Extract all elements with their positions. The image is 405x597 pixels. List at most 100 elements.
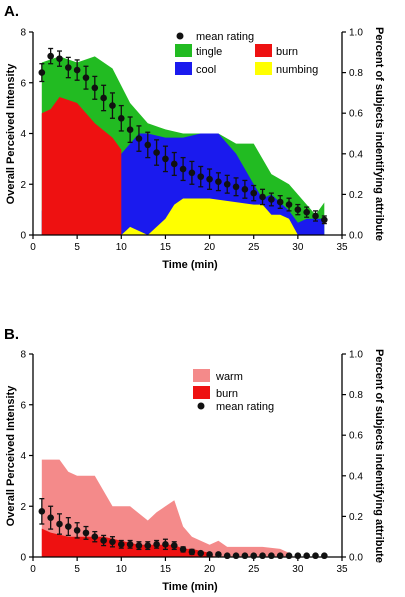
y-right-tick-label: 1.0 <box>349 28 363 39</box>
y-right-tick-label: 0.6 <box>349 431 363 442</box>
legend-burn-label-b: burn <box>216 388 238 400</box>
mean-rating-point <box>126 541 134 548</box>
mean-rating-point <box>276 198 284 206</box>
mean-rating-point <box>100 537 107 544</box>
mean-rating-point <box>259 552 266 560</box>
panel-a-y-right-title: Percent of subjects indentifying attribu… <box>373 27 385 241</box>
legend-tingle-label: tingle <box>196 46 222 58</box>
legend-burn-swatch-b <box>193 386 210 399</box>
mean-rating-point <box>259 193 266 201</box>
x-tick-label: 25 <box>248 564 260 575</box>
y-right-tick-label: 0.2 <box>349 512 363 523</box>
mean-rating-point <box>38 69 46 76</box>
mean-rating-point <box>285 552 293 560</box>
mean-rating-point <box>47 52 54 60</box>
mean-rating-point <box>144 141 152 149</box>
mean-rating-point <box>117 114 125 122</box>
mean-rating-point <box>91 84 99 92</box>
mean-rating-point <box>188 169 196 177</box>
mean-rating-point <box>91 533 99 540</box>
mean-rating-point <box>294 206 302 213</box>
panel-b-legend: warm burn mean rating <box>193 369 274 413</box>
mean-rating-point <box>117 541 125 548</box>
area-warm-b <box>41 459 294 557</box>
mean-rating-point <box>65 64 72 71</box>
mean-rating-point <box>65 523 72 530</box>
panel-a-plot: 0 5 10 15 20 25 30 35 0 2 4 6 8 0.0 0.2 0.4 0.6 0.8 1.0 <box>20 28 363 254</box>
panel-b-x-title: Time (min) <box>162 581 218 593</box>
mean-rating-point <box>82 529 90 537</box>
mean-rating-point <box>250 552 258 560</box>
mean-rating-point <box>179 165 187 173</box>
mean-rating-point <box>170 160 178 168</box>
x-tick-label: 20 <box>204 242 216 253</box>
mean-rating-point <box>56 55 63 62</box>
y-right-tick-label: 0.8 <box>349 390 363 401</box>
x-tick-label: 10 <box>116 242 128 253</box>
x-tick-label: 10 <box>116 564 128 575</box>
mean-rating-point <box>312 552 319 560</box>
panel-b-y-left-title: Overall Perceived Intensity <box>5 385 17 527</box>
x-tick-label: 0 <box>30 564 36 575</box>
area-numbing <box>41 198 298 235</box>
area-burn <box>41 97 122 235</box>
x-tick-label: 0 <box>30 242 36 253</box>
mean-rating-point <box>206 551 213 558</box>
mean-rating-point <box>109 102 116 109</box>
mean-rating-point <box>82 74 90 81</box>
panel-a-label: A. <box>4 3 19 20</box>
y-right-tick-label: 0.0 <box>349 553 363 564</box>
legend-warm-label: warm <box>215 371 243 383</box>
y-right-tick-label: 0.4 <box>349 471 363 482</box>
y-right-tick-label: 0.8 <box>349 68 363 79</box>
mean-rating-point <box>162 155 169 163</box>
mean-rating-point <box>144 542 152 549</box>
mean-rating-point <box>321 216 328 224</box>
mean-rating-point <box>215 551 222 558</box>
mean-rating-point <box>215 178 222 186</box>
panel-b: B. Overall Perceived Intensity Percent o… <box>4 326 385 593</box>
y-left-tick-label: 4 <box>20 451 26 462</box>
mean-rating-point <box>312 212 319 220</box>
legend-numbing-label: numbing <box>276 64 318 76</box>
mean-rating-point <box>100 94 107 102</box>
mean-rating-point <box>206 175 213 183</box>
mean-rating-point <box>135 542 143 549</box>
mean-rating-point <box>232 183 240 191</box>
x-tick-label: 35 <box>336 242 348 253</box>
panel-b-label: B. <box>4 326 19 343</box>
legend-cool-swatch <box>175 62 192 75</box>
legend-cool-label: cool <box>196 64 216 76</box>
mean-rating-point <box>223 552 231 560</box>
mean-rating-point <box>285 201 293 208</box>
panel-b-y-right-title: Percent of subjects indentifying attribu… <box>373 349 385 563</box>
mean-rating-point <box>321 552 328 560</box>
legend-warm-swatch <box>193 369 210 382</box>
mean-rating-point <box>135 135 143 142</box>
panel-a-y-left-title: Overall Perceived Intensity <box>5 63 17 205</box>
y-right-tick-label: 1.0 <box>349 350 363 361</box>
mean-rating-point <box>153 149 160 156</box>
legend-mean-label-b: mean rating <box>216 401 274 413</box>
panel-a-x-title: Time (min) <box>162 259 218 271</box>
x-tick-label: 30 <box>292 242 304 253</box>
mean-rating-point <box>188 548 196 556</box>
y-left-tick-label: 6 <box>20 400 26 411</box>
mean-rating-point <box>276 552 284 560</box>
mean-rating-point <box>56 520 63 528</box>
y-left-tick-label: 0 <box>20 553 26 564</box>
x-tick-label: 30 <box>292 564 304 575</box>
x-tick-label: 15 <box>160 242 172 253</box>
panel-b-plot: 0 5 10 15 20 25 30 35 0 2 4 6 8 0.0 0.2 0.4 0.6 0.8 1.0 <box>20 350 363 576</box>
legend-tingle-swatch <box>175 44 192 57</box>
mean-rating-point <box>223 180 231 188</box>
mean-rating-point <box>73 66 81 74</box>
y-right-tick-label: 0.2 <box>349 190 363 201</box>
mean-rating-point <box>241 186 249 193</box>
legend-mean-label: mean rating <box>196 31 254 43</box>
mean-rating-point <box>38 508 46 515</box>
y-left-tick-label: 8 <box>20 28 26 39</box>
mean-rating-point <box>232 552 240 560</box>
y-left-tick-label: 0 <box>20 231 26 242</box>
